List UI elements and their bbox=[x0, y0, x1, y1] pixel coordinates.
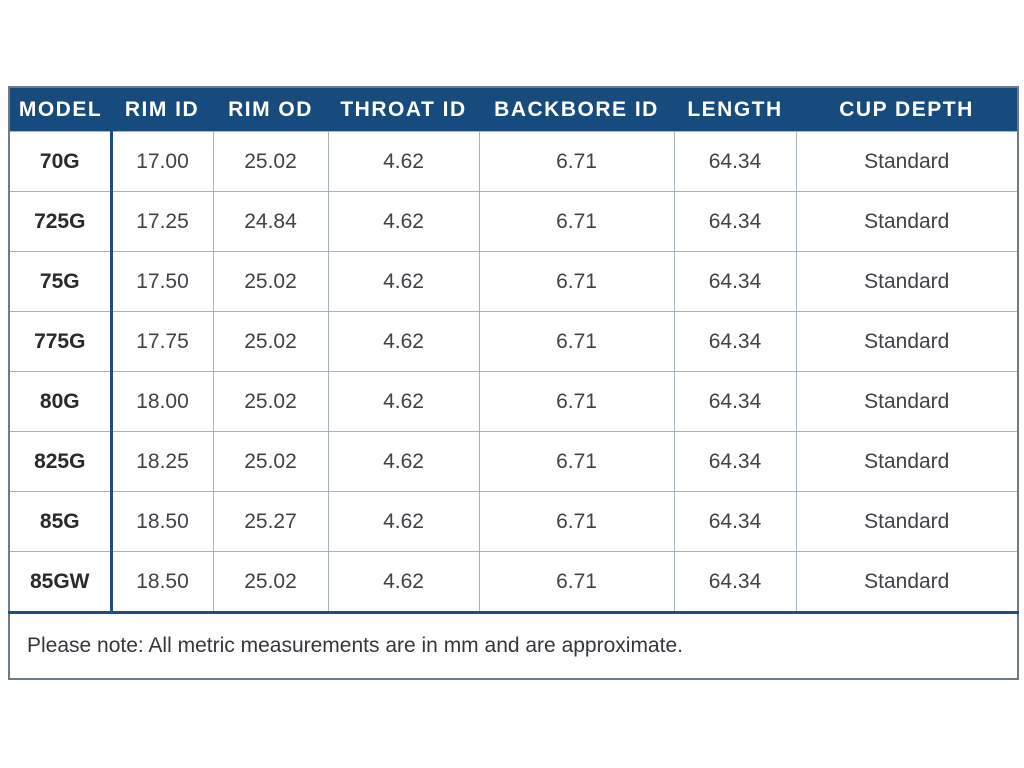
model-cell: 775G bbox=[8, 311, 113, 372]
table-cell: 25.02 bbox=[212, 551, 329, 614]
table-cell: 64.34 bbox=[673, 491, 797, 552]
table-cell: 6.71 bbox=[478, 371, 675, 432]
table-cell: 64.34 bbox=[673, 551, 797, 614]
table-cell: 4.62 bbox=[327, 491, 480, 552]
model-cell: 70G bbox=[8, 131, 113, 192]
table-cell: 6.71 bbox=[478, 551, 675, 614]
table-cell: 18.50 bbox=[110, 551, 214, 614]
table-cell: Standard bbox=[795, 491, 1019, 552]
table-cell: 64.34 bbox=[673, 251, 797, 312]
header-cell-length: LENGTH bbox=[674, 87, 796, 132]
table-cell: 4.62 bbox=[327, 431, 480, 492]
table-row: 75G 17.50 25.02 4.62 6.71 64.34 Standard bbox=[8, 251, 1019, 312]
table-cell: 25.27 bbox=[212, 491, 329, 552]
table-cell: Standard bbox=[795, 371, 1019, 432]
table-cell: 24.84 bbox=[212, 191, 329, 252]
header-cell-rim-id: RIM ID bbox=[111, 87, 213, 132]
table-cell: 6.71 bbox=[478, 431, 675, 492]
model-cell: 825G bbox=[8, 431, 113, 492]
table-body: 70G 17.00 25.02 4.62 6.71 64.34 Standard 725G 17… bbox=[8, 131, 1019, 614]
table-row: 825G 18.25 25.02 4.62 6.71 64.34 Standard bbox=[8, 431, 1019, 492]
table-row: 80G 18.00 25.02 4.62 6.71 64.34 Standard bbox=[8, 371, 1019, 432]
table-cell: Standard bbox=[795, 431, 1019, 492]
table-cell: 17.25 bbox=[110, 191, 214, 252]
table-cell: 25.02 bbox=[212, 431, 329, 492]
table-cell: 18.00 bbox=[110, 371, 214, 432]
table-cell: 4.62 bbox=[327, 251, 480, 312]
table-cell: 64.34 bbox=[673, 371, 797, 432]
table-cell: 6.71 bbox=[478, 311, 675, 372]
model-cell: 725G bbox=[8, 191, 113, 252]
table-cell: Standard bbox=[795, 191, 1019, 252]
table-cell: 25.02 bbox=[212, 131, 329, 192]
table-cell: 17.00 bbox=[110, 131, 214, 192]
table-cell: 4.62 bbox=[327, 371, 480, 432]
table-cell: 18.50 bbox=[110, 491, 214, 552]
table-cell: 25.02 bbox=[212, 251, 329, 312]
header-cell-backbore-id: BACKBORE ID bbox=[479, 87, 674, 132]
model-cell: 85GW bbox=[8, 551, 113, 614]
table-header: MODEL RIM ID RIM OD THROAT ID BACKBORE I… bbox=[9, 87, 1018, 132]
table-cell: 18.25 bbox=[110, 431, 214, 492]
table-cell: Standard bbox=[795, 131, 1019, 192]
table-cell: Standard bbox=[795, 251, 1019, 312]
model-cell: 75G bbox=[8, 251, 113, 312]
table-note: Please note: All metric measurements are… bbox=[9, 612, 1018, 679]
table-cell: 4.62 bbox=[327, 131, 480, 192]
table-cell: 17.75 bbox=[110, 311, 214, 372]
model-cell: 85G bbox=[8, 491, 113, 552]
note-row: Please note: All metric measurements are… bbox=[9, 612, 1018, 679]
table-row: 725G 17.25 24.84 4.62 6.71 64.34 Standard bbox=[8, 191, 1019, 252]
table-row: 85G 18.50 25.27 4.62 6.71 64.34 Standard bbox=[8, 491, 1019, 552]
table-header-row: MODEL RIM ID RIM OD THROAT ID BACKBORE I… bbox=[9, 87, 1018, 132]
header-cell-model: MODEL bbox=[9, 87, 111, 132]
table-row: 70G 17.00 25.02 4.62 6.71 64.34 Standard bbox=[8, 131, 1019, 192]
table-cell: 6.71 bbox=[478, 131, 675, 192]
table-cell: 6.71 bbox=[478, 191, 675, 252]
model-cell: 80G bbox=[8, 371, 113, 432]
header-cell-cup-depth: CUP DEPTH bbox=[796, 87, 1018, 132]
table-cell: 64.34 bbox=[673, 431, 797, 492]
table-cell: 64.34 bbox=[673, 131, 797, 192]
table-cell: 4.62 bbox=[327, 551, 480, 614]
table-cell: 64.34 bbox=[673, 191, 797, 252]
table-cell: Standard bbox=[795, 311, 1019, 372]
table-cell: 17.50 bbox=[110, 251, 214, 312]
table-footer: Please note: All metric measurements are… bbox=[9, 612, 1018, 679]
table-cell: 25.02 bbox=[212, 311, 329, 372]
table-cell: 4.62 bbox=[327, 311, 480, 372]
table-cell: 64.34 bbox=[673, 311, 797, 372]
table-row: 775G 17.75 25.02 4.62 6.71 64.34 Standard bbox=[8, 311, 1019, 372]
table-cell: Standard bbox=[795, 551, 1019, 614]
table-row: 85GW 18.50 25.02 4.62 6.71 64.34 Standard bbox=[8, 551, 1019, 614]
table-cell: 6.71 bbox=[478, 491, 675, 552]
header-cell-throat-id: THROAT ID bbox=[328, 87, 479, 132]
table-cell: 6.71 bbox=[478, 251, 675, 312]
table-cell: 25.02 bbox=[212, 371, 329, 432]
header-cell-rim-od: RIM OD bbox=[213, 87, 328, 132]
spec-table: MODEL RIM ID RIM OD THROAT ID BACKBORE I… bbox=[8, 86, 1019, 680]
table-cell: 4.62 bbox=[327, 191, 480, 252]
